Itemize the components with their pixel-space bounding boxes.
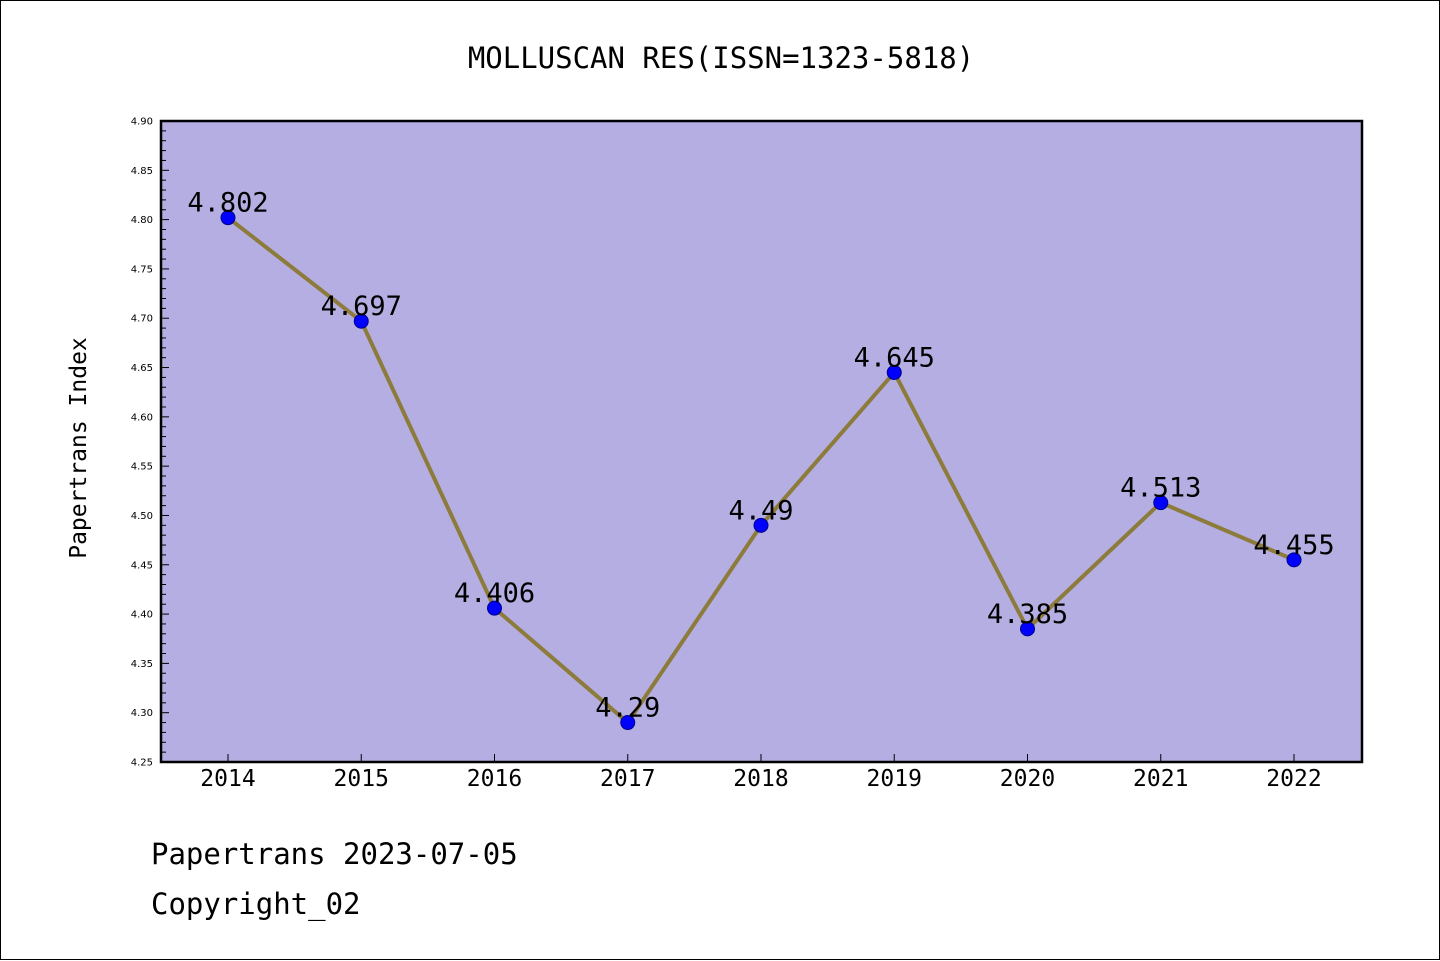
y-tick-label: 4.50 [131, 511, 153, 522]
plot-area [161, 121, 1362, 762]
data-label: 4.645 [854, 342, 935, 373]
x-tick-label: 2018 [733, 766, 788, 792]
footer-copyright-text: Copyright_02 [151, 887, 361, 921]
data-label: 4.455 [1253, 530, 1334, 561]
data-point [1286, 552, 1302, 568]
x-tick-label: 2014 [200, 766, 255, 792]
data-label: 4.29 [595, 693, 660, 724]
data-point [886, 364, 902, 380]
y-tick-label: 4.45 [131, 560, 153, 571]
y-tick-label: 4.90 [131, 117, 153, 128]
data-labels-group: 4.802 4.697 4.406 4.29 4.49 4.645 4.385 4.513 4.… [187, 188, 1334, 724]
x-tick-label: 2015 [334, 766, 389, 792]
y-tick-label: 4.70 [131, 314, 153, 325]
chart-title: MOLLUSCAN RES(ISSN=1323-5818) [468, 41, 974, 75]
data-points-group [220, 210, 1302, 731]
data-point [487, 600, 502, 616]
data-point [620, 715, 636, 731]
data-point [1020, 621, 1035, 637]
data-label: 4.385 [987, 599, 1068, 630]
x-tick-label: 2020 [1000, 766, 1055, 792]
y-axis-label: Papertrans Index [66, 337, 92, 559]
data-point [1153, 495, 1169, 511]
data-label: 4.49 [728, 495, 793, 526]
data-label: 4.513 [1120, 473, 1201, 504]
x-tick-label: 2022 [1266, 766, 1321, 792]
data-label: 4.406 [454, 578, 535, 609]
y-axis-ticks: 4.25 4.30 4.35 4.40 4.45 4.50 4.55 4.60 4.65 4.70… [131, 117, 169, 769]
data-point [753, 517, 769, 533]
data-point [353, 313, 369, 329]
y-tick-label: 4.80 [131, 215, 153, 226]
x-axis-ticks: 2014 2015 2016 2017 2018 2019 2020 2021 2022 [200, 754, 1322, 792]
x-tick-label: 2017 [600, 766, 655, 792]
footer-date-text: Papertrans 2023-07-05 [151, 837, 518, 871]
y-tick-label: 4.85 [131, 166, 153, 177]
y-tick-label: 4.40 [131, 610, 153, 621]
plot-frame [159, 119, 1364, 764]
y-tick-label: 4.75 [131, 264, 153, 275]
x-tick-label: 2016 [467, 766, 522, 792]
data-label: 4.697 [321, 291, 402, 322]
y-tick-label: 4.55 [131, 462, 153, 473]
x-tick-label: 2021 [1133, 766, 1188, 792]
data-label: 4.802 [187, 188, 268, 219]
y-tick-label: 4.60 [131, 412, 153, 423]
y-tick-label: 4.35 [131, 659, 153, 670]
y-tick-label: 4.25 [131, 758, 153, 769]
y-tick-label: 4.30 [131, 708, 153, 719]
data-point [220, 210, 236, 226]
y-tick-label: 4.65 [131, 363, 153, 374]
x-tick-label: 2019 [867, 766, 922, 792]
